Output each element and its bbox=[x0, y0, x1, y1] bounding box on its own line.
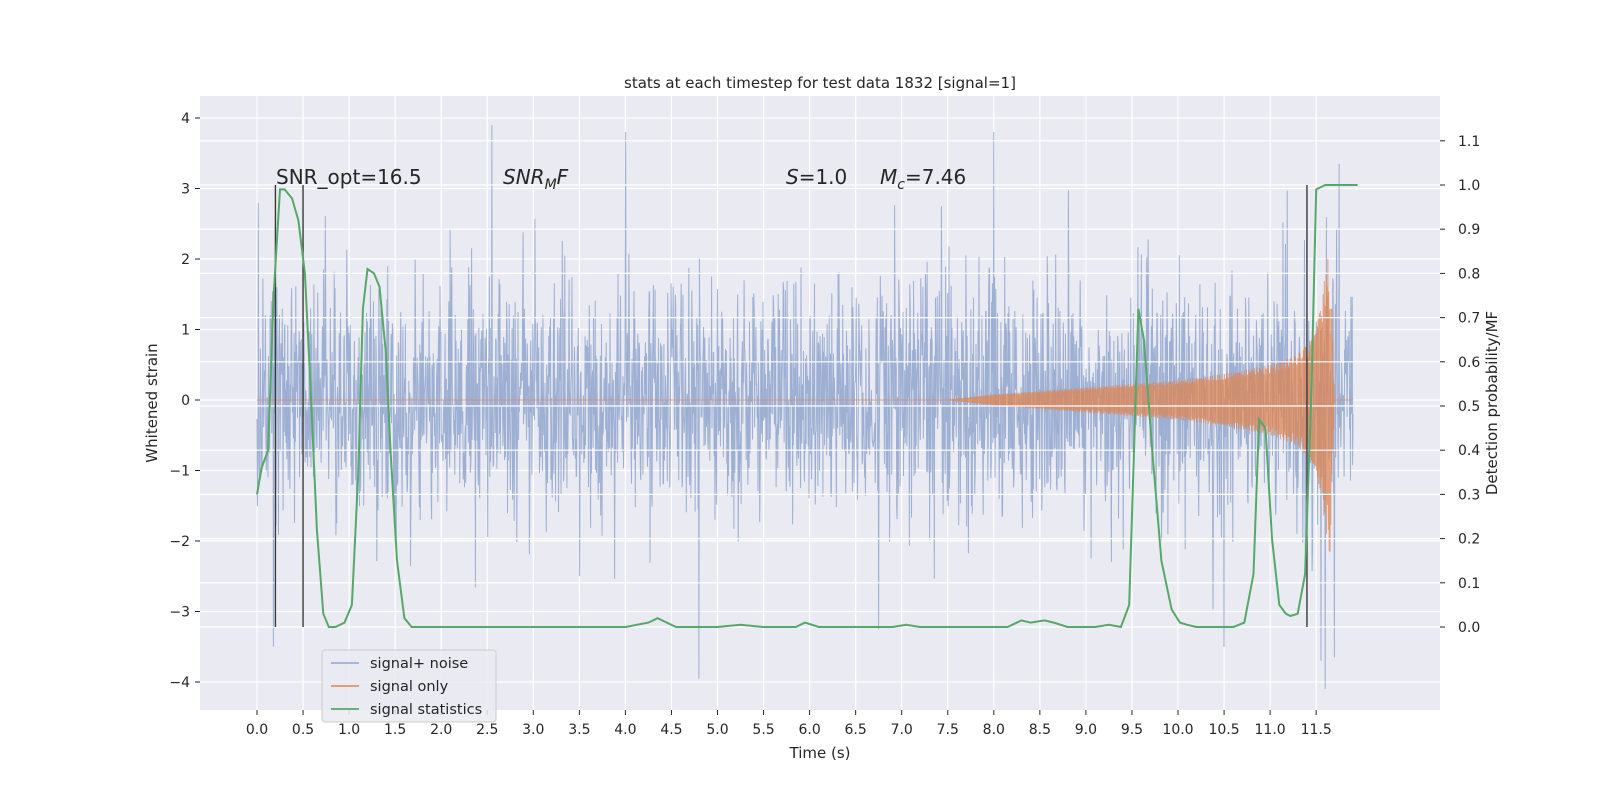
y2-axis-ticks: 1.1 1.0 0.9 0.8 0.7 0.6 0.5 0.4 0.3 0.2 0.1 0.0 bbox=[1440, 134, 1480, 636]
x-tick-label: 11.0 bbox=[1255, 722, 1286, 738]
y-tick-label: 2 bbox=[181, 252, 190, 268]
x-tick-label: 4.0 bbox=[614, 722, 636, 738]
annotation-s-sym: S bbox=[786, 165, 799, 189]
x-tick-label: 4.5 bbox=[660, 722, 682, 738]
x-tick-label: 2.5 bbox=[476, 722, 498, 738]
legend: signal+ noise signal only signal statist… bbox=[321, 649, 497, 723]
annotation-snr-mf: SNRMF bbox=[503, 165, 569, 193]
y2-tick-label: 0.7 bbox=[1458, 311, 1480, 327]
x-tick-label: 3.5 bbox=[568, 722, 590, 738]
y-tick-label: −1 bbox=[169, 464, 190, 480]
x-tick-label: 3.0 bbox=[522, 722, 544, 738]
y2-tick-label: 0.2 bbox=[1458, 532, 1480, 548]
legend-label-signal-noise: signal+ noise bbox=[370, 656, 468, 672]
y2-tick-label: 0.0 bbox=[1458, 620, 1480, 636]
y2-gridlines bbox=[200, 140, 1440, 628]
annotation-snr-opt: SNR_opt=16.5 bbox=[276, 165, 422, 189]
x-tick-label: 6.5 bbox=[845, 722, 867, 738]
annotation-mc-sub: c bbox=[897, 177, 905, 193]
x-tick-label: 0.0 bbox=[246, 722, 268, 738]
series-line-signal-noise bbox=[256, 125, 1354, 690]
y-tick-label: −2 bbox=[169, 534, 190, 550]
y2-tick-label: 1.0 bbox=[1458, 178, 1480, 194]
x-tick-label: 9.0 bbox=[1075, 722, 1097, 738]
annotation-snr-mf-sub: M bbox=[545, 177, 557, 193]
y2-tick-label: 1.1 bbox=[1458, 134, 1480, 150]
y2-tick-label: 0.9 bbox=[1458, 222, 1480, 238]
x-tick-label: 7.5 bbox=[937, 722, 959, 738]
x-tick-label: 5.5 bbox=[752, 722, 774, 738]
x-tick-label: 11.5 bbox=[1301, 722, 1332, 738]
annotation-mc: Mc=7.46 bbox=[880, 165, 966, 193]
y-axis-ticks: 4 3 2 1 0 −1 −2 −3 −4 bbox=[169, 111, 200, 691]
y2-tick-label: 0.3 bbox=[1458, 487, 1480, 503]
x-tick-label: 2.0 bbox=[430, 722, 452, 738]
legend-label-signal-only: signal only bbox=[370, 679, 449, 695]
y-tick-label: 0 bbox=[181, 393, 190, 409]
y-tick-label: −3 bbox=[169, 605, 190, 621]
x-tick-label: 6.0 bbox=[798, 722, 820, 738]
x-tick-label: 1.5 bbox=[384, 722, 406, 738]
legend-frame bbox=[321, 649, 497, 723]
x-tick-label: 5.0 bbox=[706, 722, 728, 738]
annotation-s: S=1.0 bbox=[786, 165, 847, 189]
annotation-snr-mf-base: SNR bbox=[503, 165, 545, 189]
x-tick-label: 9.5 bbox=[1121, 722, 1143, 738]
annotation-mc-val: =7.46 bbox=[905, 165, 966, 189]
x-tick-label: 8.0 bbox=[983, 722, 1005, 738]
x-tick-label: 1.0 bbox=[338, 722, 360, 738]
y-axis-label: Whitened strain bbox=[143, 343, 161, 462]
series-line-signal-statistics bbox=[256, 184, 1358, 629]
annotation-snr-mf-f: F bbox=[557, 165, 569, 189]
y2-tick-label: 0.5 bbox=[1458, 399, 1480, 415]
chart-title: stats at each timestep for test data 183… bbox=[624, 74, 1016, 92]
x-tick-label: 10.0 bbox=[1162, 722, 1193, 738]
annotation-mc-sym: M bbox=[880, 165, 897, 189]
y2-tick-label: 0.8 bbox=[1458, 266, 1480, 282]
y-tick-label: 1 bbox=[181, 323, 190, 339]
y2-tick-label: 0.4 bbox=[1458, 443, 1480, 459]
x-tick-label: 8.5 bbox=[1029, 722, 1051, 738]
y-tick-label: −4 bbox=[169, 675, 190, 691]
y2-tick-label: 0.1 bbox=[1458, 576, 1480, 592]
x-axis-label: Time (s) bbox=[789, 744, 851, 762]
x-tick-label: 0.5 bbox=[292, 722, 314, 738]
y-tick-label: 4 bbox=[181, 111, 190, 127]
legend-label-signal-statistics: signal statistics bbox=[370, 702, 482, 718]
x-tick-label: 10.5 bbox=[1208, 722, 1239, 738]
x-tick-label: 7.0 bbox=[891, 722, 913, 738]
annotation-s-val: =1.0 bbox=[799, 165, 848, 189]
y2-tick-label: 0.6 bbox=[1458, 355, 1480, 371]
x-axis-ticks: 0.0 0.5 1.0 1.5 2.0 2.5 3.0 3.5 4.0 4.5 5.0 5.5 6.0 6… bbox=[246, 710, 1332, 738]
y2-axis-label: Detection probability/MF bbox=[1483, 311, 1501, 495]
y-tick-label: 3 bbox=[181, 182, 190, 198]
